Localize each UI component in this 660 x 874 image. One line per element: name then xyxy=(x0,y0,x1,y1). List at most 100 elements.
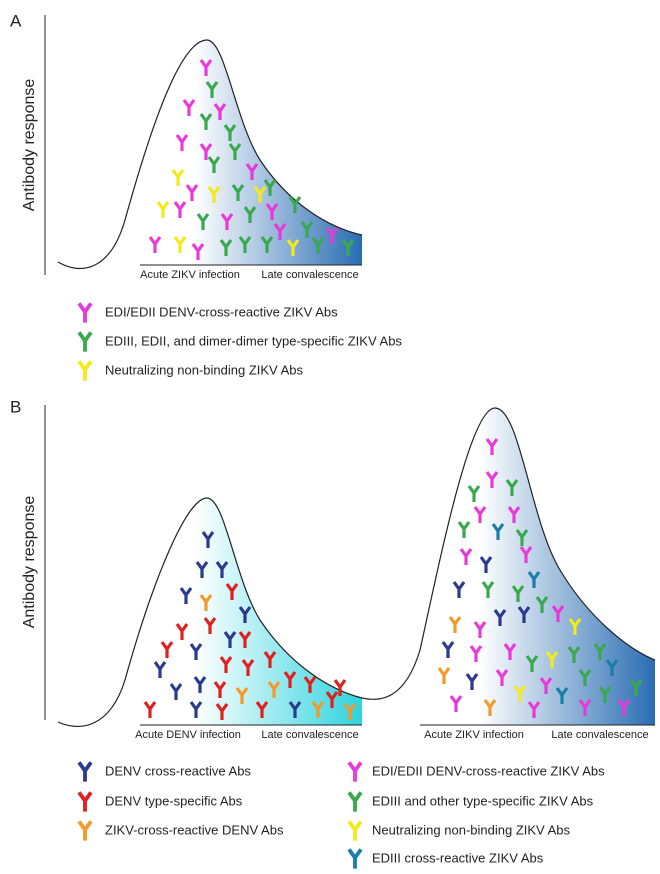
antibody-icon xyxy=(515,529,529,546)
antibody-icon xyxy=(182,99,196,116)
antibody-icon xyxy=(199,113,213,130)
y-axis-label: Antibody response xyxy=(21,496,38,629)
antibody-icon xyxy=(199,594,213,611)
antibody-icon xyxy=(483,699,497,716)
antibody-icon xyxy=(347,848,363,869)
antibody-icon xyxy=(156,201,170,218)
antibody-icon xyxy=(169,683,183,700)
antibody-icon xyxy=(220,213,234,230)
antibody-icon xyxy=(493,609,507,626)
antibody-icon xyxy=(300,221,314,238)
antibody-icon xyxy=(173,201,187,218)
antibody-icon xyxy=(193,676,207,693)
antibody-icon xyxy=(241,659,255,676)
antibody-icon xyxy=(286,239,300,256)
antibody-icon xyxy=(459,548,473,565)
antibody-icon xyxy=(325,227,339,244)
antibody-icon xyxy=(273,223,287,240)
antibody-icon xyxy=(598,686,612,703)
x-label: Late convalescence xyxy=(261,729,358,741)
antibody-icon xyxy=(153,661,167,678)
antibody-icon xyxy=(143,701,157,718)
antibody-icon xyxy=(452,581,466,598)
antibody-icon xyxy=(213,681,227,698)
antibody-icon xyxy=(311,237,325,254)
antibody-icon xyxy=(525,655,539,672)
antibody-icon xyxy=(519,546,533,563)
antibody-icon xyxy=(215,561,229,578)
antibody-icon xyxy=(347,820,363,841)
antibody-icon xyxy=(449,695,463,712)
antibody-icon xyxy=(219,656,233,673)
antibody-icon xyxy=(238,606,252,623)
antibody-icon xyxy=(179,587,193,604)
antibody-icon xyxy=(235,687,249,704)
x-label: Late convalescence xyxy=(261,269,358,281)
antibody-icon xyxy=(469,645,483,662)
antibody-icon xyxy=(578,669,592,686)
legend-text: Neutralizing non-binding ZIKV Abs xyxy=(105,362,304,377)
antibody-icon xyxy=(545,651,559,668)
antibody-icon xyxy=(513,685,527,702)
antibody-icon xyxy=(629,679,643,696)
antibody-icon xyxy=(199,143,213,160)
antibody-icon xyxy=(347,761,363,782)
antibody-icon xyxy=(485,471,499,488)
antibody-icon xyxy=(77,791,93,812)
antibody-icon xyxy=(467,485,481,502)
antibody-icon xyxy=(207,186,221,203)
antibody-icon xyxy=(77,761,93,782)
antibody-icon xyxy=(437,667,451,684)
antibody-icon xyxy=(555,687,569,704)
antibody-icon xyxy=(505,479,519,496)
antibody-icon xyxy=(175,134,189,151)
antibody-icon xyxy=(77,360,93,381)
legend-text: DENV type-specific Abs xyxy=(105,793,243,808)
antibody-icon xyxy=(485,438,499,455)
antibody-icon xyxy=(185,184,199,201)
antibody-icon xyxy=(551,605,565,622)
curve-fill xyxy=(420,408,655,725)
antibody-icon xyxy=(199,59,213,76)
antibody-icon xyxy=(223,631,237,648)
response-curve xyxy=(57,407,656,728)
antibody-icon xyxy=(160,641,174,658)
legend-text: EDI/EDII DENV-cross-reactive ZIKV Abs xyxy=(372,763,605,778)
antibody-icon xyxy=(341,239,355,256)
legend-text: EDIII cross-reactive ZIKV Abs xyxy=(372,850,544,865)
antibody-icon xyxy=(171,169,185,186)
antibody-icon xyxy=(527,571,541,588)
antibody-icon xyxy=(223,124,237,141)
x-label: Late convalescence xyxy=(551,729,648,741)
antibody-icon xyxy=(263,651,277,668)
antibody-icon xyxy=(215,703,229,720)
antibody-icon xyxy=(231,184,245,201)
antibody-icon xyxy=(325,691,339,708)
antibody-icon xyxy=(77,331,93,352)
antibody-icon xyxy=(593,643,607,660)
panel-label: B xyxy=(10,397,21,416)
antibody-icon xyxy=(448,616,462,633)
x-label: Acute DENV infection xyxy=(135,729,241,741)
antibody-icon xyxy=(605,659,619,676)
antibody-icon xyxy=(539,677,553,694)
antibody-icon xyxy=(245,163,259,180)
antibody-icon xyxy=(568,618,582,635)
antibody-icon xyxy=(173,236,187,253)
antibody-icon xyxy=(203,617,217,634)
antibody-icon xyxy=(465,673,479,690)
antibody-icon xyxy=(479,556,493,573)
antibody-icon xyxy=(243,206,257,223)
antibody-icon xyxy=(228,143,242,160)
antibody-icon xyxy=(347,791,363,812)
antibody-icon xyxy=(303,676,317,693)
legend-text: EDIII and other type-specific ZIKV Abs xyxy=(372,793,594,808)
antibody-icon xyxy=(191,243,205,260)
antibody-icon xyxy=(491,523,505,540)
antibody-icon xyxy=(189,701,203,718)
antibody-icon xyxy=(473,621,487,638)
antibody-icon xyxy=(238,236,252,253)
antibody-icon xyxy=(527,701,541,718)
antibody-icon xyxy=(196,213,210,230)
legend-text: Neutralizing non-binding ZIKV Abs xyxy=(372,822,571,837)
